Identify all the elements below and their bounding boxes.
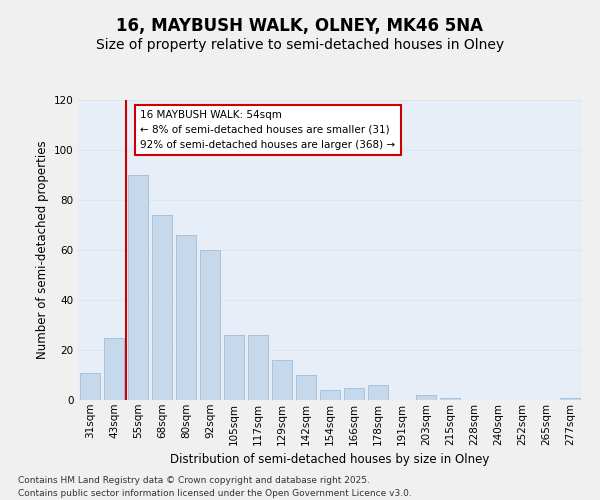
Bar <box>176 235 196 400</box>
Bar <box>440 398 460 400</box>
Bar <box>272 360 292 400</box>
Text: Size of property relative to semi-detached houses in Olney: Size of property relative to semi-detach… <box>96 38 504 52</box>
Bar <box>320 390 340 400</box>
Bar <box>128 175 148 400</box>
Text: 16, MAYBUSH WALK, OLNEY, MK46 5NA: 16, MAYBUSH WALK, OLNEY, MK46 5NA <box>116 18 484 36</box>
X-axis label: Distribution of semi-detached houses by size in Olney: Distribution of semi-detached houses by … <box>170 453 490 466</box>
Bar <box>224 335 244 400</box>
Bar <box>416 395 436 400</box>
Bar <box>200 250 220 400</box>
Bar <box>152 215 172 400</box>
Bar <box>80 372 100 400</box>
Bar <box>248 335 268 400</box>
Text: Contains HM Land Registry data © Crown copyright and database right 2025.
Contai: Contains HM Land Registry data © Crown c… <box>18 476 412 498</box>
Bar <box>104 338 124 400</box>
Bar <box>368 385 388 400</box>
Text: 16 MAYBUSH WALK: 54sqm
← 8% of semi-detached houses are smaller (31)
92% of semi: 16 MAYBUSH WALK: 54sqm ← 8% of semi-deta… <box>140 110 395 150</box>
Y-axis label: Number of semi-detached properties: Number of semi-detached properties <box>35 140 49 360</box>
Bar <box>560 398 580 400</box>
Bar <box>296 375 316 400</box>
Bar <box>344 388 364 400</box>
